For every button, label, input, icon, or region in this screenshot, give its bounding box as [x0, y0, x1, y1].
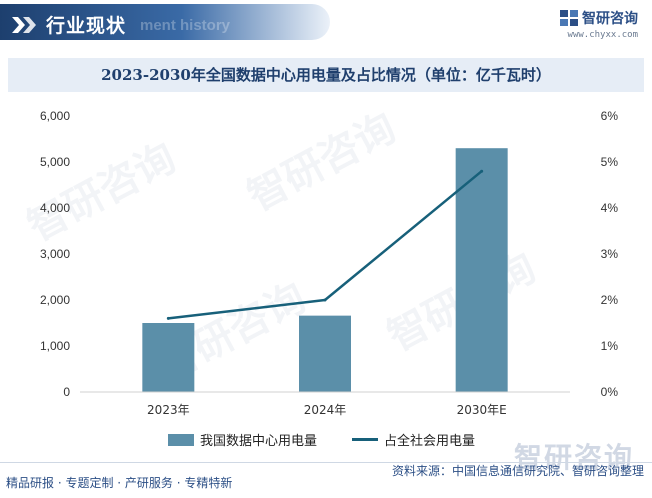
y-right-tick-label: 3% — [601, 247, 619, 261]
y-left-tick-label: 6,000 — [40, 109, 70, 123]
line-point — [166, 316, 170, 320]
chart-title: 2023-2030年全国数据中心用电量及占比情况（单位：亿千瓦时） — [8, 58, 644, 92]
footer-brand-watermark: 智研咨询 — [513, 441, 634, 474]
x-category-label: 2023年 — [147, 403, 190, 417]
footer-source: 资料来源：中国信息通信研究院、智研咨询整理 — [391, 464, 644, 478]
legend-label: 占全社会用电量 — [384, 434, 476, 449]
y-right-tick-label: 5% — [601, 155, 619, 169]
bar — [299, 315, 351, 392]
y-right-tick-label: 2% — [601, 293, 619, 307]
legend-label: 我国数据中心用电量 — [200, 434, 318, 449]
bar — [142, 323, 195, 392]
legend-item-line: 占全社会用电量 — [352, 430, 475, 449]
legend-item-bar: 我国数据中心用电量 — [168, 430, 317, 449]
line-series — [168, 170, 483, 320]
brand-name: 智研咨询 — [582, 11, 638, 27]
footer-divider — [0, 462, 652, 463]
page-header: 行业现状 ment history 智研咨询 www.chyxx.com — [0, 0, 652, 52]
section-ghost-text: ment history — [140, 17, 231, 34]
double-chevron-icon — [12, 17, 36, 33]
y-left-tick-label: 0 — [63, 385, 70, 399]
line-point — [480, 169, 484, 173]
y-right-tick-label: 1% — [601, 339, 619, 353]
brand-block: 智研咨询 www.chyxx.com — [560, 8, 638, 40]
y-right-tick-label: 6% — [601, 109, 619, 123]
chart-legend: 我国数据中心用电量 占全社会用电量 — [0, 430, 652, 452]
header-banner: 行业现状 ment history — [0, 4, 330, 40]
y-left-tick-label: 5,000 — [40, 155, 70, 169]
y-left-tick-label: 1,000 — [40, 339, 70, 353]
y-left-tick-label: 4,000 — [40, 201, 70, 215]
legend-bar-swatch — [168, 433, 194, 446]
bar — [455, 148, 508, 392]
x-category-label: 2024年 — [304, 403, 347, 417]
legend-line-swatch — [352, 438, 378, 441]
line-point — [323, 298, 327, 302]
y-right-tick-label: 0% — [601, 385, 619, 399]
combo-chart: 0 1,000 2,000 3,000 4,000 5,000 6,000 0% 1% 2% 3%… — [40, 109, 619, 417]
y-left-tick-label: 3,000 — [40, 247, 70, 261]
section-title: 行业现状 — [46, 15, 127, 37]
y-right-tick-label: 4% — [601, 201, 619, 215]
y-left-tick-label: 2,000 — [40, 293, 70, 307]
footer-slogan: 精品研报 · 专题定制 · 产研服务 · 专精特新 — [6, 476, 233, 490]
brand-url[interactable]: www.chyxx.com — [567, 30, 638, 40]
x-category-label: 2030年E — [457, 403, 507, 417]
brand-logo-icon — [560, 10, 578, 26]
